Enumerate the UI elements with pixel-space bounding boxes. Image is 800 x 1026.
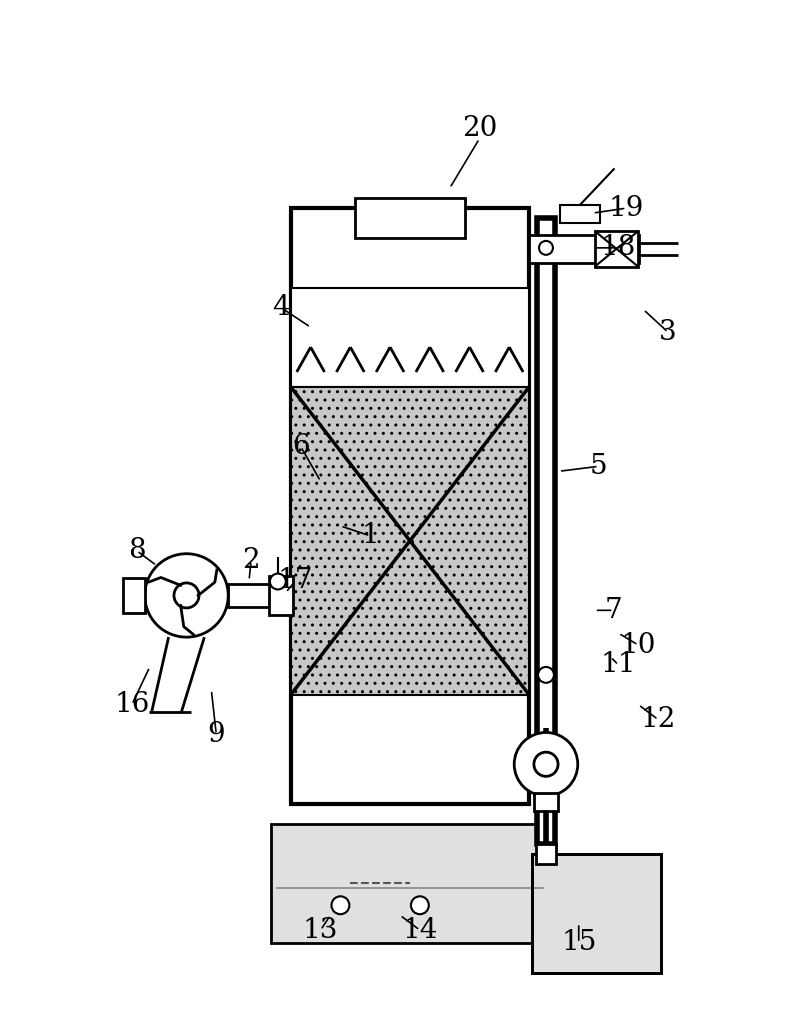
Bar bbox=[532, 854, 661, 973]
Circle shape bbox=[145, 554, 228, 637]
Bar bbox=[537, 219, 555, 843]
Text: 12: 12 bbox=[641, 706, 676, 733]
Circle shape bbox=[534, 752, 558, 777]
Bar bbox=[123, 578, 145, 614]
Text: 2: 2 bbox=[242, 547, 260, 575]
Bar bbox=[290, 287, 529, 387]
Text: 9: 9 bbox=[207, 721, 225, 748]
Circle shape bbox=[270, 574, 286, 590]
Bar bbox=[560, 205, 600, 223]
Text: 13: 13 bbox=[303, 916, 338, 944]
Text: 5: 5 bbox=[590, 452, 607, 480]
Circle shape bbox=[174, 583, 199, 608]
Bar bbox=[534, 793, 558, 811]
Bar bbox=[536, 843, 556, 864]
Bar bbox=[290, 387, 529, 695]
Bar bbox=[269, 576, 293, 616]
Bar bbox=[355, 198, 465, 238]
Bar bbox=[228, 584, 290, 607]
Text: 15: 15 bbox=[561, 930, 597, 956]
Text: 16: 16 bbox=[114, 692, 150, 718]
Text: 17: 17 bbox=[278, 567, 314, 594]
Text: 1: 1 bbox=[362, 522, 379, 549]
Text: 8: 8 bbox=[128, 538, 146, 564]
Bar bbox=[290, 208, 529, 804]
Bar bbox=[529, 235, 639, 263]
Text: 19: 19 bbox=[609, 195, 644, 222]
Text: 7: 7 bbox=[605, 597, 622, 624]
Text: 3: 3 bbox=[659, 319, 677, 346]
Circle shape bbox=[514, 733, 578, 796]
Text: 4: 4 bbox=[272, 293, 290, 321]
Circle shape bbox=[411, 897, 429, 914]
Circle shape bbox=[331, 897, 350, 914]
Text: 14: 14 bbox=[402, 916, 438, 944]
Text: 6: 6 bbox=[292, 433, 310, 460]
Text: 20: 20 bbox=[462, 115, 497, 143]
Text: 18: 18 bbox=[601, 234, 636, 262]
Text: 10: 10 bbox=[621, 632, 656, 659]
Bar bbox=[271, 824, 549, 943]
Circle shape bbox=[539, 241, 553, 254]
Text: 11: 11 bbox=[601, 652, 636, 678]
Circle shape bbox=[538, 667, 554, 683]
Bar bbox=[532, 854, 661, 973]
Bar bbox=[594, 231, 638, 267]
